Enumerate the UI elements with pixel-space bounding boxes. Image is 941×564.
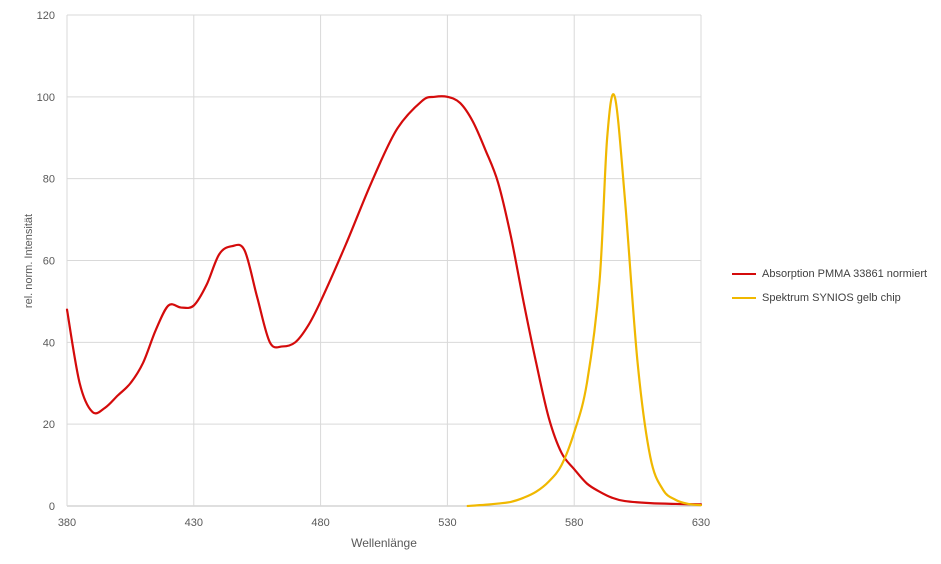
x-tick-label: 630 bbox=[692, 517, 710, 529]
y-tick-label: 120 bbox=[37, 10, 55, 22]
series-layer bbox=[65, 93, 703, 508]
x-tick-label: 380 bbox=[58, 517, 76, 529]
x-tick-label: 530 bbox=[438, 517, 456, 529]
y-tick-label: 0 bbox=[49, 501, 55, 513]
legend-item-spektrum: Spektrum SYNIOS gelb chip bbox=[732, 286, 927, 310]
tick-labels: 0 20 40 60 80 100 120 380 430 480 530 580 630 bbox=[37, 10, 711, 529]
x-tick-label: 580 bbox=[565, 517, 583, 529]
y-tick-label: 20 bbox=[43, 419, 55, 431]
y-tick-label: 80 bbox=[43, 174, 55, 186]
legend-label-spektrum: Spektrum SYNIOS gelb chip bbox=[762, 292, 901, 304]
legend-label-absorption: Absorption PMMA 33861 normiert bbox=[762, 268, 928, 280]
y-tick-label: 100 bbox=[37, 92, 55, 104]
legend-swatch-absorption bbox=[732, 273, 756, 275]
series-line-absorption bbox=[65, 95, 703, 506]
y-axis-label: rel. norm. Intensität bbox=[23, 214, 35, 308]
legend: Absorption PMMA 33861 normiert Spektrum … bbox=[732, 262, 927, 310]
x-tick-label: 480 bbox=[311, 517, 329, 529]
y-tick-label: 40 bbox=[43, 337, 55, 349]
series-line-spektrum bbox=[466, 93, 703, 508]
legend-item-absorption: Absorption PMMA 33861 normiert bbox=[732, 262, 927, 286]
y-tick-label: 60 bbox=[43, 256, 55, 268]
x-axis-label: Wellenlänge bbox=[351, 536, 417, 550]
legend-swatch-spektrum bbox=[732, 297, 756, 299]
x-tick-label: 430 bbox=[185, 517, 203, 529]
grid bbox=[66, 14, 702, 507]
